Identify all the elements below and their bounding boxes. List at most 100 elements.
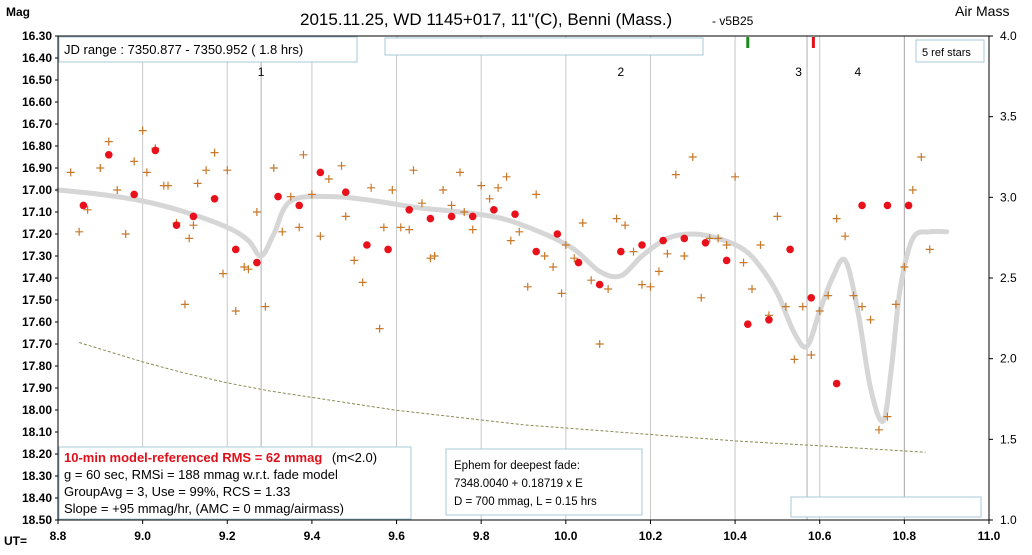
group-average-point xyxy=(638,241,646,249)
group-average-point xyxy=(511,210,519,218)
individual-point xyxy=(460,208,469,216)
y2-tick-label: 2.0 xyxy=(1000,352,1017,366)
individual-point xyxy=(409,166,418,175)
individual-point xyxy=(578,219,587,227)
individual-point xyxy=(637,280,646,289)
x-tick-label: 10.0 xyxy=(554,529,578,543)
x-tick-labels: 8.8 9.0 9.2 9.4 9.6 9.8 10.0 10.2 10.4 10.6 10.8 11… xyxy=(50,520,1001,543)
individual-point xyxy=(286,192,295,201)
event-label: 1 xyxy=(258,65,265,79)
individual-point xyxy=(731,172,740,181)
individual-point xyxy=(891,300,900,309)
individual-point xyxy=(240,263,249,271)
individual-point xyxy=(494,183,503,192)
individual-point xyxy=(549,263,558,271)
individual-point xyxy=(557,289,566,298)
individual-points-layer xyxy=(66,126,934,434)
y-tick-label: 17.20 xyxy=(22,227,52,241)
group-average-point xyxy=(79,201,88,210)
event-label: 4 xyxy=(854,65,861,79)
y-tick-label: 16.40 xyxy=(22,51,52,65)
group-average-point xyxy=(883,201,892,210)
individual-point xyxy=(193,179,202,188)
group-average-point xyxy=(468,212,477,221)
y2-tick-label: 1.5 xyxy=(1000,432,1017,446)
y-tick-label: 16.70 xyxy=(22,117,52,131)
x-tick-label: 9.6 xyxy=(388,529,405,543)
group-average-point xyxy=(786,245,794,254)
group-average-point xyxy=(722,256,731,265)
individual-point xyxy=(523,282,532,291)
chart-subtitle: - v5B25 xyxy=(712,14,754,28)
individual-point xyxy=(748,285,757,293)
y2-tick-label: 3.0 xyxy=(1000,190,1017,204)
individual-point xyxy=(502,172,511,181)
individual-point xyxy=(379,223,388,232)
individual-point xyxy=(396,223,405,232)
individual-point xyxy=(223,166,232,175)
group-average-point xyxy=(680,234,689,243)
individual-point xyxy=(917,153,926,161)
jd-range-box xyxy=(58,36,358,63)
y-tick-label: 18.00 xyxy=(22,403,52,417)
individual-point xyxy=(164,181,173,190)
y-tick-label: 16.30 xyxy=(22,29,52,43)
individual-point xyxy=(722,241,731,249)
individual-point xyxy=(621,221,630,230)
individual-point xyxy=(841,232,850,241)
individual-point xyxy=(430,252,439,260)
y-tick-label: 16.80 xyxy=(22,139,52,153)
individual-point xyxy=(252,208,261,216)
ephem-line-2: 7348.0040 + 0.18719 x E xyxy=(454,478,583,490)
individual-point xyxy=(739,258,748,267)
individual-point xyxy=(75,227,84,236)
individual-point xyxy=(295,223,304,232)
group-average-point xyxy=(172,221,181,229)
individual-point xyxy=(202,166,211,175)
stats-rms-red: 10-min model-referenced RMS = 62 mmag xyxy=(64,450,322,465)
group-average-point xyxy=(253,258,261,267)
individual-point xyxy=(874,425,883,434)
group-average-point xyxy=(858,201,866,210)
individual-point xyxy=(815,307,824,315)
y-tick-label: 17.10 xyxy=(22,205,52,219)
model-layer xyxy=(55,187,950,424)
group-average-point xyxy=(104,151,113,159)
individual-point xyxy=(367,183,376,192)
individual-point xyxy=(587,276,596,285)
individual-point xyxy=(219,269,228,278)
y-tick-label: 17.90 xyxy=(22,381,52,395)
individual-point xyxy=(405,225,414,234)
y2-tick-label: 3.5 xyxy=(1000,110,1017,124)
individual-point xyxy=(680,252,689,260)
individual-point xyxy=(756,241,765,249)
individual-point xyxy=(824,291,833,300)
x-tick-label: 10.6 xyxy=(808,529,832,543)
y-tick-label: 18.40 xyxy=(22,491,52,505)
stats-line-1: 10-min model-referenced RMS = 62 mmag (m… xyxy=(64,450,377,465)
individual-point xyxy=(468,225,477,234)
x-tick-label: 9.8 xyxy=(473,529,490,543)
group-average-point xyxy=(210,195,219,203)
individual-point xyxy=(426,254,435,263)
individual-point xyxy=(337,161,346,170)
individual-point xyxy=(714,234,723,243)
model-curve xyxy=(55,187,950,424)
group-average-point xyxy=(617,247,625,256)
group-average-point xyxy=(316,168,325,177)
group-average-point xyxy=(151,146,160,155)
group-average-point xyxy=(574,258,583,267)
stats-line-3: GroupAvg = 3, Use = 99%, RCS = 1.33 xyxy=(64,484,290,499)
individual-point xyxy=(858,302,867,311)
x-axis-label: UT= xyxy=(4,534,27,548)
y-tick-label: 18.20 xyxy=(22,447,52,461)
y2-tick-labels: 4.0 3.5 3.0 2.5 2.0 1.5 1.0 xyxy=(989,29,1017,527)
group-average-point xyxy=(189,212,198,221)
x-tick-label: 10.2 xyxy=(639,529,663,543)
individual-point xyxy=(798,302,807,311)
individual-point xyxy=(485,194,494,203)
ephem-line-1: Ephem for deepest fade: xyxy=(454,460,580,472)
group-average-point xyxy=(447,212,456,221)
